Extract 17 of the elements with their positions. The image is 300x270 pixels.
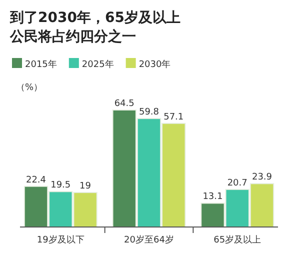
- data-label: 23.9: [252, 172, 272, 183]
- x-tick-label: 65岁及以上: [214, 234, 262, 246]
- data-label: 19: [80, 182, 92, 192]
- x-tick-label: 20岁至64岁: [124, 234, 174, 246]
- data-label: 22.4: [26, 175, 46, 186]
- data-label: 59.8: [138, 108, 160, 118]
- y-axis-title: （%）: [16, 83, 43, 93]
- data-label: 20.7: [227, 178, 248, 188]
- chart-title: 到了2030年，65岁及以上公民将占约四分之一: [9, 10, 180, 45]
- data-label: 64.5: [114, 99, 134, 109]
- x-tick-label: 19岁及以下: [36, 234, 84, 246]
- data-label: 13.1: [202, 192, 223, 202]
- legend-label: 2015年: [25, 59, 57, 70]
- legend-label: 2030年: [138, 59, 171, 70]
- data-label: 19.5: [50, 180, 71, 191]
- legend-label: 2025年: [82, 59, 114, 70]
- data-label: 57.1: [164, 112, 184, 122]
